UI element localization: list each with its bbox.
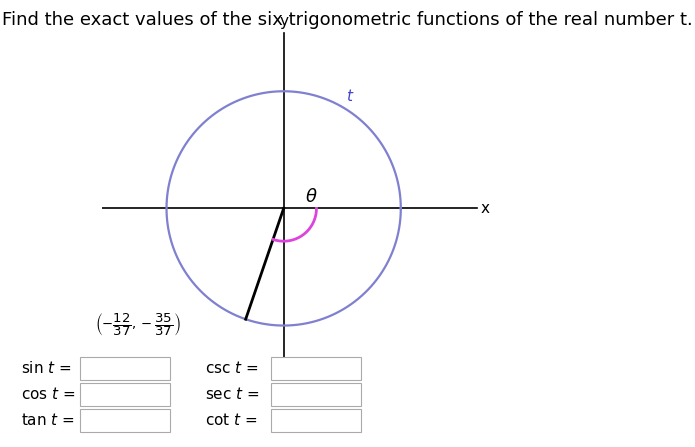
Text: cot $t$ =: cot $t$ = xyxy=(205,412,258,428)
Text: $t$: $t$ xyxy=(345,88,354,104)
Text: csc $t$ =: csc $t$ = xyxy=(205,360,259,376)
Text: Find the exact values of the six trigonometric functions of the real number t.: Find the exact values of the six trigono… xyxy=(2,11,693,29)
Text: x: x xyxy=(480,201,489,216)
Text: sec $t$ =: sec $t$ = xyxy=(205,386,259,402)
Text: tan $t$ =: tan $t$ = xyxy=(21,412,74,428)
Text: sin $t$ =: sin $t$ = xyxy=(21,360,72,376)
Text: $\theta$: $\theta$ xyxy=(304,188,318,206)
Text: $\left(-\dfrac{12}{37}, -\dfrac{35}{37}\right)$: $\left(-\dfrac{12}{37}, -\dfrac{35}{37}\… xyxy=(95,312,181,338)
Text: cos $t$ =: cos $t$ = xyxy=(21,386,75,402)
Text: y: y xyxy=(279,14,288,29)
